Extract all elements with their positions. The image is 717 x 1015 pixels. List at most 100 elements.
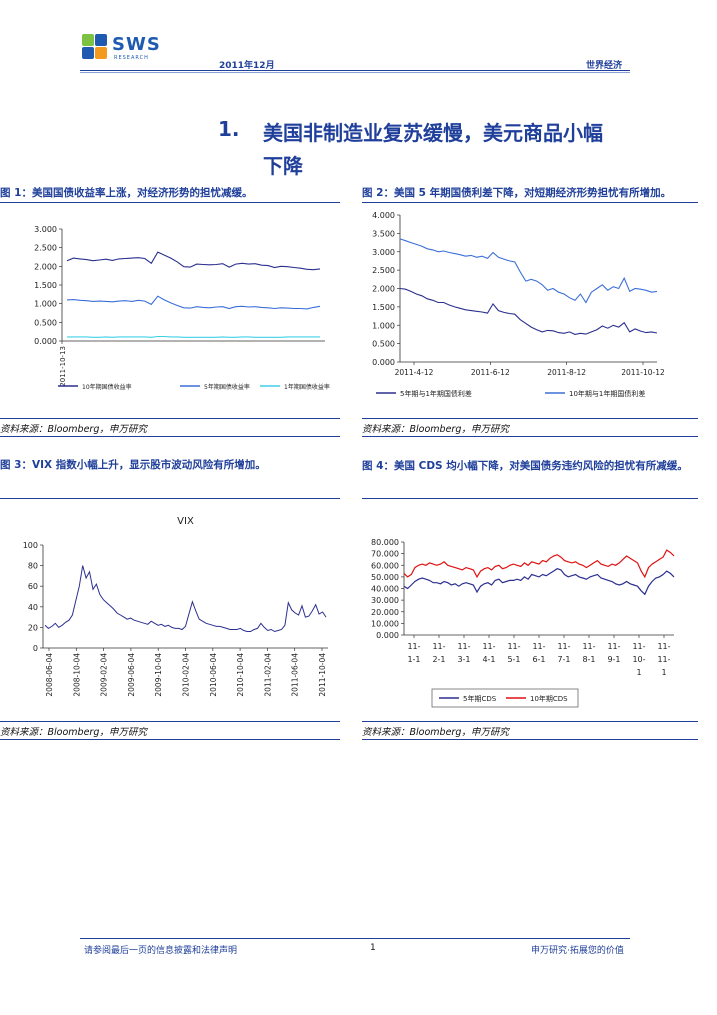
figure2-source-rule <box>362 436 698 437</box>
x-tick-label: 11- <box>457 642 470 651</box>
y-tick-label: 3.500 <box>372 229 395 238</box>
x-tick-label: 2011-6-12 <box>471 368 510 377</box>
legend-label-2: 10年期与1年期国债利差 <box>569 389 645 398</box>
figure4-source: 资料来源：Bloomberg，申万研究 <box>362 727 509 738</box>
logo-subtext: RESEARCH <box>114 55 149 61</box>
x-tick-label: 11- <box>657 655 670 664</box>
y-tick-label: 1.000 <box>34 300 57 309</box>
figure4-caption: 图 4：美国 CDS 均小幅下降，对美国债务违约风险的担忧有所减缓。 <box>362 460 688 472</box>
x-tick-label: 11- <box>532 642 545 651</box>
y-tick-label: 70.000 <box>371 550 399 559</box>
y-tick-label: 100 <box>23 541 38 550</box>
footer-disclaimer[interactable]: 请参阅最后一页的信息披露和法律声明 <box>84 946 238 956</box>
y-tick-label: 0.500 <box>34 318 57 327</box>
x-tick-label: 11- <box>657 642 670 651</box>
y-tick-label: 80 <box>28 562 38 571</box>
figure4-top-rule <box>362 498 698 499</box>
y-tick-label: 2.500 <box>372 266 395 275</box>
y-tick-label: 60 <box>28 582 38 591</box>
y-tick-label: 20.000 <box>371 608 399 617</box>
x-tick-label: 2009-02-04 <box>100 653 109 697</box>
header-section: 世界经济 <box>586 61 623 71</box>
figure2-caption: 图 2：美国 5 年期国债利差下降，对短期经济形势担忧有所增加。 <box>362 187 672 199</box>
legend-label-1: 5年期与1年期国债利差 <box>400 389 472 398</box>
x-tick-label: 2011-10-12 <box>621 368 665 377</box>
x-tick-label: 1 <box>661 668 666 677</box>
series-line-1 <box>44 565 327 633</box>
y-tick-label: 60.000 <box>371 561 399 570</box>
x-tick-label: 4-1 <box>482 655 495 664</box>
legend-label-1: 5年期CDS <box>463 694 497 703</box>
footer-slogan: 申万研究·拓展您的价值 <box>531 946 624 956</box>
x-tick-label: 11- <box>582 642 595 651</box>
x-tick-label: 9-1 <box>607 655 620 664</box>
x-tick-label: 2010-10-04 <box>236 653 245 697</box>
y-tick-label: 0 <box>33 644 38 653</box>
x-tick-label: 2009-10-04 <box>154 653 163 697</box>
y-tick-label: 20 <box>28 623 38 632</box>
x-tick-label: 1-1 <box>407 655 420 664</box>
x-tick-label: 2010-06-04 <box>209 653 218 697</box>
legend-label-3: 1年期国债收益率 <box>284 383 330 391</box>
x-tick-label: 2008-10-04 <box>72 653 81 697</box>
figure1-bottom-rule <box>0 418 340 419</box>
figure2-top-rule <box>362 202 698 203</box>
series-line-3 <box>67 335 320 338</box>
series-line-2 <box>66 295 321 310</box>
x-tick-label: 2011-06-04 <box>291 653 300 697</box>
x-tick-label: 8-1 <box>582 655 595 664</box>
x-tick-label: 2011-4-12 <box>395 368 434 377</box>
figure1-source-rule <box>0 436 340 437</box>
legend-label-1: 10年期国债收益率 <box>82 383 132 391</box>
y-tick-label: 1.500 <box>34 281 57 290</box>
header-rule-thin <box>80 72 630 73</box>
y-tick-label: 50.000 <box>371 573 399 582</box>
y-tick-label: 80.000 <box>371 538 399 547</box>
legend-label-2: 10年期CDS <box>530 694 568 703</box>
y-tick-label: 3.000 <box>34 225 57 234</box>
x-tick-label: 11- <box>632 642 645 651</box>
x-tick-label: 7-1 <box>557 655 570 664</box>
x-tick-label: 2010-02-04 <box>182 653 191 697</box>
figure1-caption: 图 1：美国国债收益率上涨，对经济形势的担忧减缓。 <box>0 187 253 199</box>
x-tick-label: 2009-06-04 <box>127 653 136 697</box>
x-tick-label: 11- <box>482 642 495 651</box>
x-tick-label: 11- <box>607 642 620 651</box>
figure1-top-rule <box>0 202 340 203</box>
x-tick-label: 5-1 <box>507 655 520 664</box>
figure3-bottom-rule <box>0 721 340 722</box>
y-tick-label: 1.500 <box>372 303 395 312</box>
y-tick-label: 0.000 <box>372 358 395 367</box>
header-rule <box>80 70 630 71</box>
x-tick-label: 11- <box>557 642 570 651</box>
x-tick-label: 11- <box>407 642 420 651</box>
chart-title: VIX <box>177 516 194 527</box>
figure4-bottom-rule <box>362 721 698 722</box>
series-line-2 <box>403 549 675 579</box>
y-tick-label: 1.000 <box>372 321 395 330</box>
figure3-top-rule <box>0 498 340 499</box>
y-tick-label: 2.000 <box>34 262 57 271</box>
logo-text: SWS <box>112 34 161 55</box>
section-number: 1. <box>218 117 240 141</box>
chart-treasury-spreads: 4.000 3.500 3.000 2.500 2.000 1.500 1.000 0.500… <box>372 211 665 398</box>
figure4-source-rule <box>362 739 698 740</box>
figure3-caption: 图 3：VIX 指数小幅上升，显示股市波动风险有所增加。 <box>0 459 266 471</box>
x-tick-label: 1 <box>636 668 641 677</box>
series-line-1 <box>66 251 321 271</box>
section-title-line1: 美国非制造业复苏缓慢，美元商品小幅 <box>263 121 603 145</box>
x-tick-label: 2011-10-04 <box>318 653 327 697</box>
chart-cds: 80.000 70.000 60.000 50.000 40.000 30.000 20.0… <box>371 538 675 708</box>
legend-box <box>431 688 579 708</box>
y-tick-label: 2.500 <box>34 244 57 253</box>
footer-rule <box>80 938 630 939</box>
y-tick-label: 0.000 <box>34 337 57 346</box>
y-tick-label: 30.000 <box>371 596 399 605</box>
y-tick-label: 2.000 <box>372 285 395 294</box>
figure2-bottom-rule <box>362 418 698 419</box>
sws-logo: SWS RESEARCH <box>80 31 160 65</box>
y-tick-label: 40.000 <box>371 585 399 594</box>
y-tick-label: 0.500 <box>372 340 395 349</box>
y-tick-label: 3.000 <box>372 248 395 257</box>
x-tick-label: 2011-02-04 <box>263 653 272 697</box>
